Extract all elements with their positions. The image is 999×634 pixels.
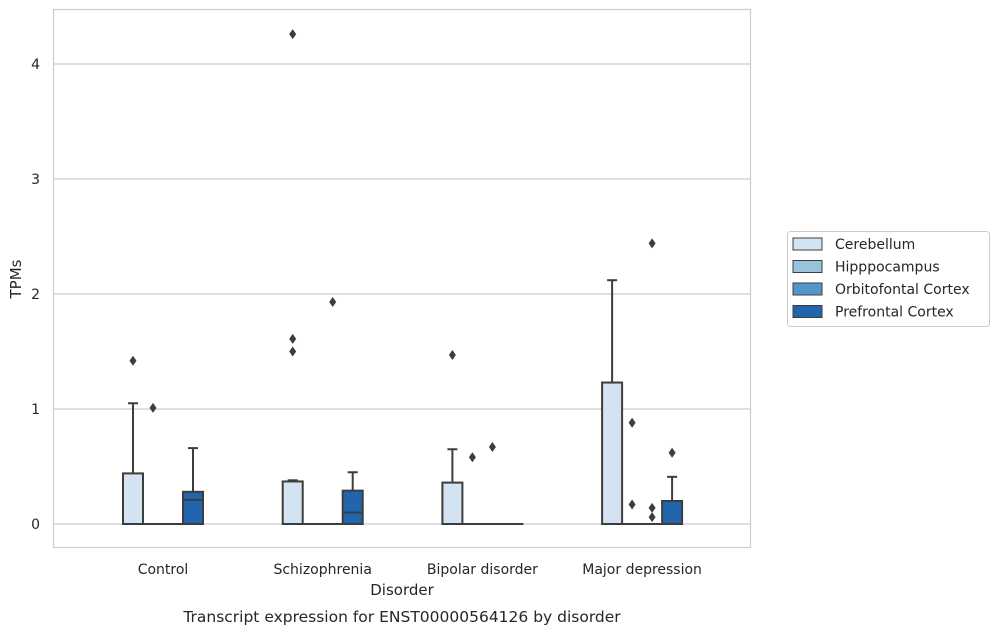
y-axis-title: TPMs bbox=[7, 259, 25, 299]
x-tick-label: Control bbox=[138, 562, 189, 578]
chart-caption: Transcript expression for ENST0000056412… bbox=[182, 608, 621, 626]
outlier-point bbox=[149, 402, 157, 413]
box-3-1 bbox=[341, 471, 364, 525]
outlier-point bbox=[468, 452, 476, 463]
x-tick-label: Major depression bbox=[582, 562, 702, 578]
outlier-point bbox=[448, 349, 456, 360]
box-0-0 bbox=[122, 355, 144, 525]
outlier-point bbox=[648, 512, 656, 523]
box-3-0 bbox=[182, 447, 204, 525]
box-2-2 bbox=[481, 441, 504, 526]
legend-label: Prefrontal Cortex bbox=[835, 305, 954, 321]
box-body bbox=[341, 489, 364, 525]
box-1-0 bbox=[142, 402, 164, 526]
legend-label: Hipppocampus bbox=[835, 260, 940, 276]
legend-swatch bbox=[792, 305, 823, 318]
box-1-3 bbox=[621, 417, 644, 526]
box-1-2 bbox=[461, 452, 484, 526]
box-0-2 bbox=[441, 349, 464, 526]
x-tick-labels: Control Schizophrenia Bipolar disorder Majo… bbox=[138, 562, 702, 578]
x-axis-title: Disorder bbox=[370, 581, 434, 599]
outlier-point bbox=[129, 355, 137, 366]
y-tick-labels: 0 1 2 3 4 bbox=[31, 57, 40, 533]
outlier-point bbox=[289, 346, 297, 357]
box-body bbox=[281, 480, 304, 526]
grid-lines bbox=[53, 63, 751, 525]
outlier-point bbox=[289, 333, 297, 344]
box-body bbox=[122, 472, 144, 525]
x-tick-label: Bipolar disorder bbox=[427, 562, 538, 578]
x-tick-label: Schizophrenia bbox=[273, 562, 371, 578]
legend-swatch bbox=[792, 282, 823, 296]
outlier-point bbox=[628, 499, 636, 510]
box-body bbox=[601, 381, 624, 525]
outlier-point bbox=[329, 297, 337, 308]
legend: Cerebellum Hipppocampus Orbitofontal Corte… bbox=[787, 231, 990, 327]
outlier-point bbox=[648, 238, 656, 249]
y-tick-label: 4 bbox=[31, 57, 40, 73]
box-2-3 bbox=[641, 238, 664, 526]
y-tick-label: 0 bbox=[31, 517, 40, 533]
box-body bbox=[441, 481, 464, 526]
box-body bbox=[661, 500, 684, 525]
box-2-1 bbox=[321, 297, 344, 526]
y-tick-label: 3 bbox=[31, 172, 40, 188]
legend-label: Orbitofontal Cortex bbox=[835, 282, 970, 298]
boxes bbox=[122, 29, 684, 526]
y-tick-label: 1 bbox=[31, 402, 40, 418]
outlier-point bbox=[289, 29, 297, 40]
outlier-point bbox=[628, 417, 636, 428]
legend-frame bbox=[787, 231, 990, 327]
box-body bbox=[182, 490, 204, 525]
legend-swatch bbox=[792, 237, 823, 251]
outlier-point bbox=[648, 502, 656, 513]
box-0-1 bbox=[281, 29, 304, 526]
outlier-point bbox=[488, 441, 496, 452]
plot-frame bbox=[52, 8, 752, 549]
box-3-3 bbox=[661, 447, 684, 525]
legend-swatch bbox=[792, 260, 823, 273]
legend-label: Cerebellum bbox=[835, 237, 915, 253]
box-0-3 bbox=[601, 279, 624, 525]
outlier-point bbox=[668, 447, 676, 458]
y-tick-label: 2 bbox=[31, 287, 40, 303]
